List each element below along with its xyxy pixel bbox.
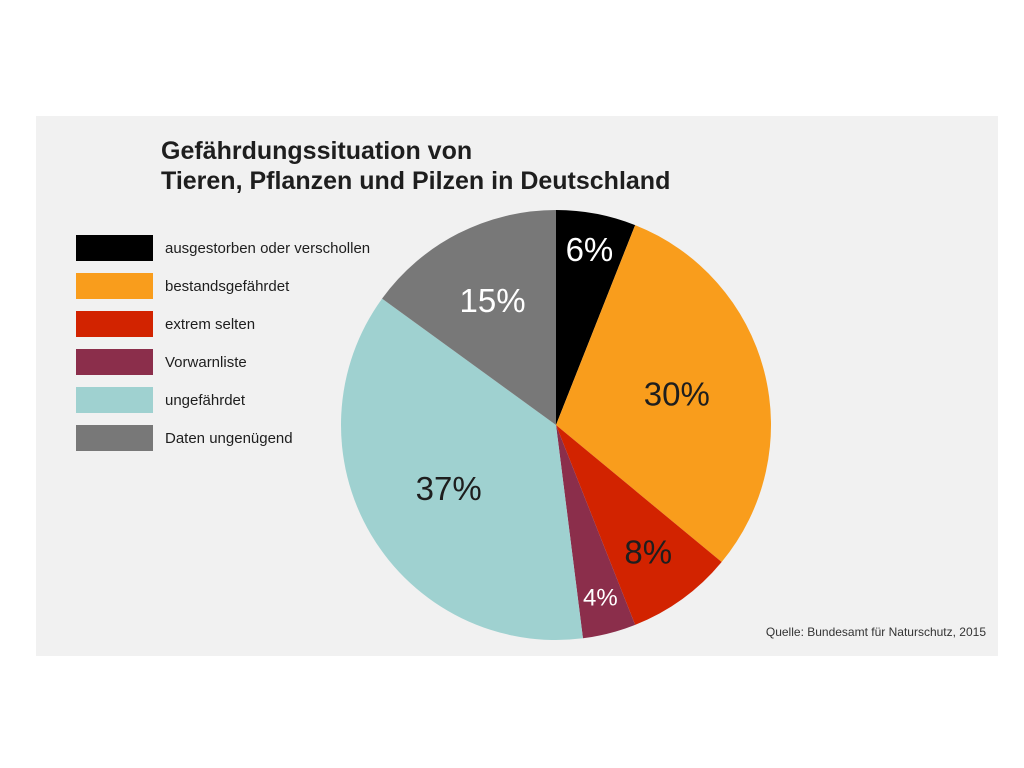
chart-title: Gefährdungssituation von Tieren, Pflanze… bbox=[161, 136, 670, 196]
chart-title-line-1: Gefährdungssituation von bbox=[161, 137, 473, 165]
pie-slice-3 bbox=[556, 425, 722, 625]
legend-label-ungefaehrdet: ungefährdet bbox=[165, 391, 246, 409]
legend-label-bestandsgefaehrdet: bestandsgefährdet bbox=[165, 277, 290, 295]
pie-slice-4 bbox=[556, 425, 636, 639]
pie-slice-label-1: 6% bbox=[566, 231, 614, 268]
legend-label-daten-ungenuegend: Daten ungenügend bbox=[165, 429, 293, 447]
pie-slice-label-6: 15% bbox=[460, 282, 526, 319]
legend-swatch-ausgestorben bbox=[76, 235, 153, 261]
legend-swatch-extrem-selten bbox=[76, 311, 153, 337]
legend-item-extrem-selten: extrem selten bbox=[76, 311, 370, 337]
pie-slice-label-4: 4% bbox=[583, 584, 618, 611]
legend-swatch-vorwarnliste bbox=[76, 349, 153, 375]
legend-swatch-daten-ungenuegend bbox=[76, 425, 153, 451]
chart-title-line-2: Tieren, Pflanzen und Pilzen in Deutschla… bbox=[161, 167, 671, 195]
legend-label-ausgestorben: ausgestorben oder verschollen bbox=[165, 239, 371, 257]
legend-swatch-bestandsgefaehrdet bbox=[76, 273, 153, 299]
legend-item-ungefaehrdet: ungefährdet bbox=[76, 387, 370, 413]
legend-item-bestandsgefaehrdet: bestandsgefährdet bbox=[76, 273, 370, 299]
pie-slice-2 bbox=[556, 225, 772, 563]
pie-slice-label-2: 30% bbox=[644, 375, 710, 412]
pie-slice-5 bbox=[340, 298, 583, 640]
pie-slice-1 bbox=[556, 210, 636, 425]
legend-item-ausgestorben: ausgestorben oder verschollen bbox=[76, 235, 370, 261]
legend-item-daten-ungenuegend: Daten ungenügend bbox=[76, 425, 370, 451]
chart-legend: ausgestorben oder verschollen bestandsge… bbox=[76, 235, 370, 463]
legend-label-vorwarnliste: Vorwarnliste bbox=[165, 353, 247, 371]
legend-swatch-ungefaehrdet bbox=[76, 387, 153, 413]
legend-item-vorwarnliste: Vorwarnliste bbox=[76, 349, 370, 375]
pie-slice-label-3: 8% bbox=[624, 533, 672, 570]
pie-slice-6 bbox=[382, 210, 556, 425]
legend-label-extrem-selten: extrem selten bbox=[165, 315, 256, 333]
pie-slice-label-5: 37% bbox=[416, 470, 482, 507]
chart-source: Quelle: Bundesamt für Naturschutz, 2015 bbox=[765, 625, 986, 639]
